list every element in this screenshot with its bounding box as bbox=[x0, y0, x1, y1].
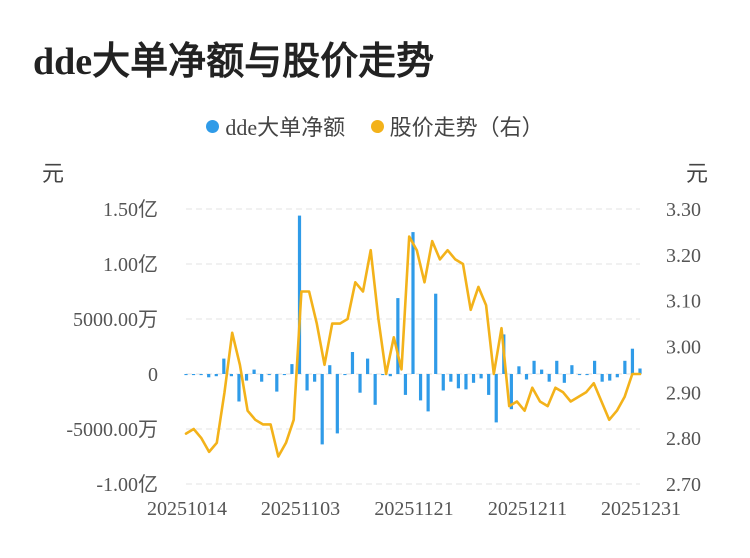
left-tick-label: -1.00亿 bbox=[96, 473, 158, 496]
dde-bar[interactable] bbox=[229, 374, 233, 377]
left-axis-unit: 元 bbox=[42, 161, 65, 186]
dde-bar[interactable] bbox=[509, 374, 513, 410]
dde-bar[interactable] bbox=[441, 374, 445, 391]
dde-bar[interactable] bbox=[260, 374, 264, 382]
dde-bar[interactable] bbox=[540, 369, 544, 374]
right-tick-label: 3.20 bbox=[666, 245, 701, 267]
dde-bar[interactable] bbox=[366, 358, 370, 374]
dde-bar[interactable] bbox=[350, 352, 355, 374]
dde-bar[interactable] bbox=[532, 360, 536, 374]
dde-bar[interactable] bbox=[471, 374, 476, 383]
dde-bar[interactable] bbox=[191, 374, 196, 376]
chart-legend: dde大单净额 股价走势（右） bbox=[0, 110, 750, 142]
x-tick-label: 20251231 bbox=[601, 498, 681, 520]
dde-bar[interactable] bbox=[358, 374, 362, 393]
price-line[interactable] bbox=[184, 235, 642, 458]
right-tick-label: 3.10 bbox=[666, 291, 701, 313]
dde-bar[interactable] bbox=[570, 365, 574, 374]
dde-bar[interactable] bbox=[494, 374, 498, 423]
chart-title: dde大单净额与股价走势 bbox=[33, 41, 435, 83]
dde-bar[interactable] bbox=[305, 374, 309, 391]
legend-dot-price bbox=[370, 119, 384, 133]
x-axis-ticks: 20251014 20251103 20251121 20251211 20251231 bbox=[147, 498, 681, 520]
legend-item-price[interactable]: 股价走势（右） bbox=[370, 110, 544, 142]
x-tick-label: 20251103 bbox=[261, 498, 340, 520]
dde-bar[interactable] bbox=[479, 374, 483, 379]
dde-bar[interactable] bbox=[434, 293, 438, 374]
dde-bar[interactable] bbox=[456, 374, 460, 389]
dde-bar[interactable] bbox=[252, 369, 256, 374]
legend-label-price: 股价走势（右） bbox=[389, 115, 544, 140]
dde-bar[interactable] bbox=[297, 215, 302, 374]
dde-bar[interactable] bbox=[237, 374, 241, 402]
dde-bar[interactable] bbox=[335, 374, 339, 434]
right-tick-label: 3.30 bbox=[666, 199, 701, 221]
dde-bar[interactable] bbox=[593, 360, 597, 374]
left-tick-label: 0 bbox=[148, 364, 158, 386]
left-tick-label: -5000.00万 bbox=[66, 419, 158, 441]
dde-bar[interactable] bbox=[388, 374, 392, 377]
x-tick-label: 20251014 bbox=[147, 498, 227, 520]
dde-bar[interactable] bbox=[222, 358, 226, 374]
legend-item-dde[interactable]: dde大单净额 bbox=[206, 110, 345, 142]
dde-bar[interactable] bbox=[320, 374, 324, 445]
dde-bar[interactable] bbox=[396, 298, 400, 374]
dde-bar[interactable] bbox=[411, 232, 415, 374]
left-tick-label: 5000.00万 bbox=[73, 309, 158, 331]
dde-bar[interactable] bbox=[426, 374, 430, 412]
right-tick-label: 3.00 bbox=[666, 337, 701, 359]
price-line-group bbox=[184, 235, 642, 458]
dde-bar[interactable] bbox=[555, 360, 559, 374]
dde-bar[interactable] bbox=[547, 374, 551, 382]
dde-bar[interactable] bbox=[615, 374, 619, 378]
right-axis-unit: 元 bbox=[685, 161, 708, 186]
dde-bar[interactable] bbox=[381, 374, 385, 376]
dde-bar[interactable] bbox=[418, 374, 423, 401]
dde-bar[interactable] bbox=[577, 374, 582, 376]
left-tick-label: 1.00亿 bbox=[103, 253, 158, 276]
legend-label-dde: dde大单净额 bbox=[225, 115, 346, 140]
dde-bar[interactable] bbox=[244, 374, 249, 381]
dde-bar[interactable] bbox=[207, 374, 211, 378]
dde-bar[interactable] bbox=[275, 374, 279, 392]
dde-bar[interactable] bbox=[600, 374, 604, 382]
dde-bar[interactable] bbox=[585, 374, 589, 376]
dde-bars bbox=[184, 215, 642, 445]
dde-bar[interactable] bbox=[487, 374, 491, 395]
x-tick-label: 20251211 bbox=[488, 498, 567, 520]
dde-bar[interactable] bbox=[290, 364, 294, 374]
right-tick-label: 2.90 bbox=[666, 382, 701, 404]
dde-bar[interactable] bbox=[199, 374, 203, 376]
dde-bar[interactable] bbox=[403, 374, 408, 395]
dde-bar[interactable] bbox=[313, 374, 317, 382]
right-axis-ticks: 3.30 3.20 3.10 3.00 2.90 2.80 2.70 bbox=[666, 199, 701, 496]
dde-bar[interactable] bbox=[184, 374, 188, 376]
dde-bar[interactable] bbox=[373, 374, 377, 405]
legend-dot-dde bbox=[206, 119, 220, 133]
dde-bar[interactable] bbox=[282, 374, 286, 376]
dde-bar[interactable] bbox=[464, 374, 468, 390]
dde-bar[interactable] bbox=[638, 368, 642, 375]
dde-bar[interactable] bbox=[630, 348, 635, 374]
dde-bar[interactable] bbox=[343, 374, 347, 376]
dde-bar[interactable] bbox=[608, 374, 612, 381]
dde-bar[interactable] bbox=[449, 374, 453, 382]
dde-bar[interactable] bbox=[524, 374, 529, 380]
dde-bar[interactable] bbox=[328, 365, 332, 374]
dde-bar[interactable] bbox=[214, 374, 218, 377]
right-tick-label: 2.70 bbox=[666, 474, 701, 496]
dde-bar[interactable] bbox=[562, 374, 566, 383]
dde-bar[interactable] bbox=[623, 360, 627, 374]
x-tick-label: 20251121 bbox=[374, 498, 453, 520]
left-axis-ticks: 1.50亿 1.00亿 5000.00万 0 -5000.00万 -1.00亿 bbox=[66, 198, 158, 496]
dde-bar[interactable] bbox=[517, 366, 521, 374]
left-tick-label: 1.50亿 bbox=[103, 198, 158, 221]
right-tick-label: 2.80 bbox=[666, 428, 701, 450]
dde-bar[interactable] bbox=[267, 374, 271, 376]
